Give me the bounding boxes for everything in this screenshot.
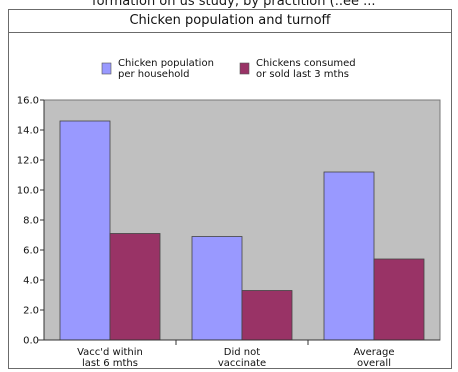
y-tick-label: 12.0: [17, 156, 39, 167]
y-tick-label: 4.0: [23, 276, 39, 287]
legend: Chicken population per household Chickens …: [101, 58, 356, 80]
bar-1-3: [323, 171, 375, 341]
y-tick-label: 2.0: [23, 306, 39, 317]
x-category-label: Vacc'd within last 6 mths: [77, 347, 143, 369]
bars: [59, 120, 425, 341]
bar-2-1: [109, 233, 161, 341]
bar-1-1: [59, 120, 111, 341]
legend-label-2: Chickens consumed or sold last 3 mths: [256, 58, 356, 80]
y-axis: 0.0 2.0 4.0 6.0 8.0 10.0 12.0 14.0 16.0: [17, 96, 45, 347]
y-tick-label: 6.0: [23, 246, 39, 257]
bar-2-2: [241, 290, 293, 341]
y-tick-label: 16.0: [17, 96, 39, 107]
cropped-heading-text: formation on us study, by practition (..…: [92, 0, 376, 9]
y-tick-label: 0.0: [23, 336, 39, 347]
x-category-label: Did not vaccinate: [218, 347, 266, 369]
y-tick-label: 8.0: [23, 216, 39, 227]
legend-swatch-1: [101, 62, 112, 75]
bar-2-3: [373, 258, 425, 341]
y-tick-label: 14.0: [17, 126, 39, 137]
chart-title: Chicken population and turnoff: [9, 10, 451, 33]
legend-swatch-2: [239, 62, 250, 75]
y-tick-label: 10.0: [17, 186, 39, 197]
bar-1-2: [191, 236, 243, 341]
legend-label-1: Chicken population per household: [118, 58, 214, 80]
cropped-page-text: formation on us study, by practition (..…: [0, 0, 458, 9]
x-axis: Vacc'd within last 6 mths Did not vaccinate…: [38, 339, 440, 369]
x-category-label: Average overall: [353, 347, 394, 369]
